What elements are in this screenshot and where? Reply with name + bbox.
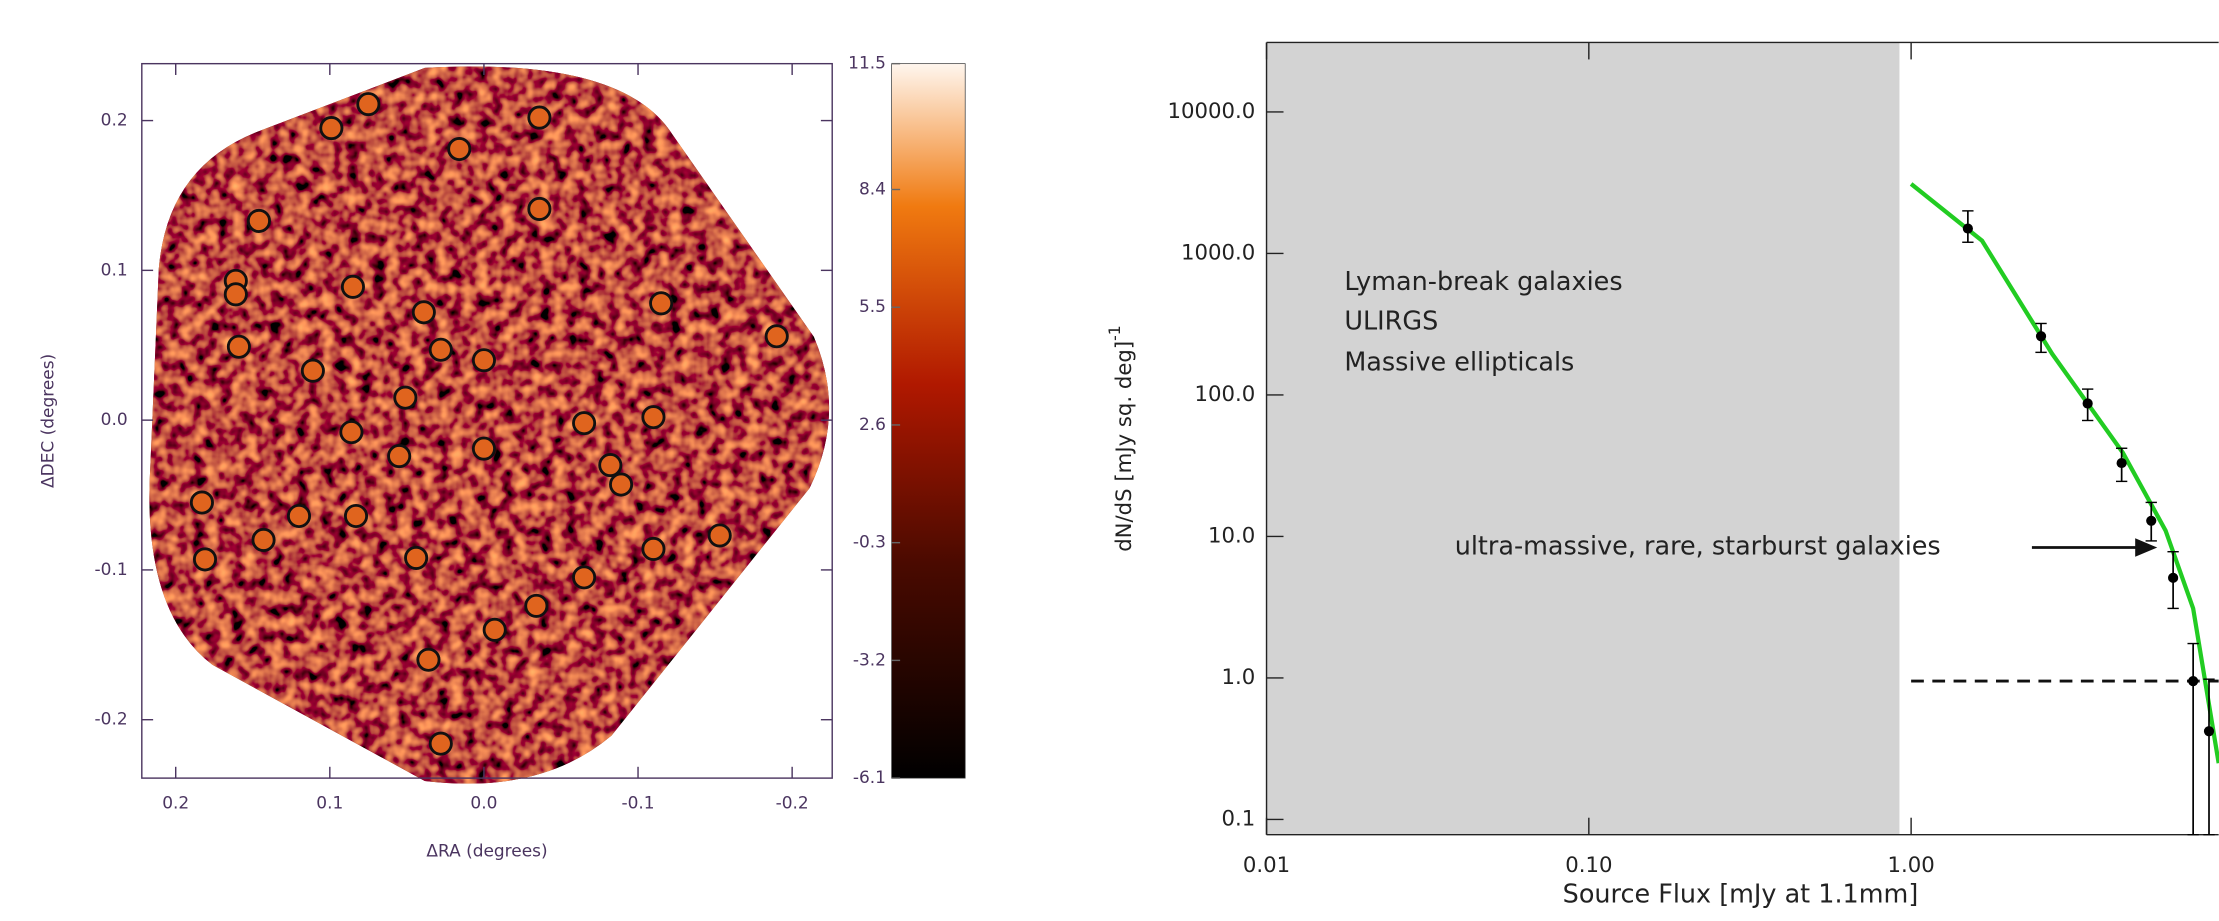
source-marker [387,444,412,469]
source-marker [192,547,218,572]
arrow-head [2135,538,2158,557]
source-marker [340,274,365,299]
x-tick-label: 0.01 [1243,853,1290,878]
sky-map [149,66,830,784]
data-point [2146,515,2157,526]
source-marker [482,617,507,642]
source-marker [471,348,496,373]
x-tick-label: -0.1 [621,794,654,814]
x-tick-label: 0.0 [470,794,497,814]
source-marker [393,385,418,410]
y-tick-label: 0.1 [101,260,128,280]
y-tick-label: 1000.0 [1181,240,1255,265]
y-tick-label: 10000.0 [1167,99,1255,124]
source-marker [428,337,453,362]
model-curve [1909,182,2219,764]
source-marker [286,503,312,529]
data-point [2116,457,2127,469]
colorbar-tick-label: -3.2 [853,650,886,670]
colorbar [891,63,966,779]
source-marker [319,116,344,141]
annotation: ultra-massive, rare, starburst galaxies [1455,532,1941,562]
colorbar-tick-label: -6.1 [853,768,886,788]
source-marker [300,358,325,383]
source-marker [246,208,271,233]
x-axis-label: ΔRA (degrees) [426,842,547,862]
source-marker [251,527,276,552]
source-marker [226,334,251,359]
source-marker [524,593,549,618]
source-marker [471,436,496,461]
y-axis-label: ΔDEC (degrees) [38,354,58,488]
annotation: Lyman-break galaxies [1344,267,1622,297]
source-marker [404,545,429,570]
x-axis-label: Source Flux [mJy at 1.1mm] [1563,880,1919,910]
x-tick-label: -0.2 [776,794,809,814]
y-axis-label: dN/dS [mJy sq. deg]-1 [1106,325,1137,551]
source-marker [649,291,674,316]
source-marker [641,536,666,561]
source-marker [411,300,436,325]
data-point [1962,223,1973,234]
source-marker [356,92,381,117]
y-tick-label: -0.2 [95,710,128,730]
y-axis-label-sup: -1 [1106,325,1124,341]
map-noise [149,66,830,784]
data-point [2035,331,2047,342]
x-tick-label: 1.00 [1887,853,1934,878]
source-marker [641,405,666,430]
source-marker [572,565,597,590]
y-tick-label: 100.0 [1194,382,1255,407]
colorbar-tick-label: 11.5 [848,54,886,74]
x-tick-label: 0.10 [1565,853,1612,878]
y-axis-label-text: dN/dS [mJy sq. deg] [1112,341,1137,552]
annotation: ULIRGS [1344,307,1438,337]
data-point [2168,572,2179,583]
y-tick-label: 10.0 [1208,523,1255,548]
source-marker [447,137,472,162]
y-tick-label: 1.0 [1221,665,1255,690]
data-point [2203,726,2215,737]
source-marker [707,523,732,548]
x-tick-label: 0.1 [316,794,343,814]
map-frame [141,62,833,779]
y-tick-label: 0.0 [101,410,128,430]
colorbar-tick-label: -0.3 [853,533,886,553]
source-marker [339,420,364,445]
y-tick-label: 0.2 [101,111,128,131]
source-marker [343,503,369,529]
x-tick-label: 0.2 [162,794,189,814]
source-marker [598,453,623,478]
source-marker [572,411,597,436]
source-marker [189,490,214,515]
source-marker [428,731,453,756]
y-tick-label: 0.1 [1221,806,1255,831]
data-point [2188,675,2199,687]
y-tick-label: -0.1 [95,560,128,580]
source-marker [223,282,248,307]
source-marker [764,324,789,349]
source-marker [527,196,552,221]
colorbar-tick-label: 5.5 [859,297,886,317]
source-marker [609,472,634,497]
annotation: Massive ellipticals [1344,348,1574,378]
source-marker [527,105,552,130]
colorbar-tick-label: 2.6 [859,415,886,435]
shaded-region [1266,42,1900,835]
data-point [2082,398,2093,409]
source-marker [416,647,441,672]
colorbar-tick-label: 8.4 [859,180,886,200]
